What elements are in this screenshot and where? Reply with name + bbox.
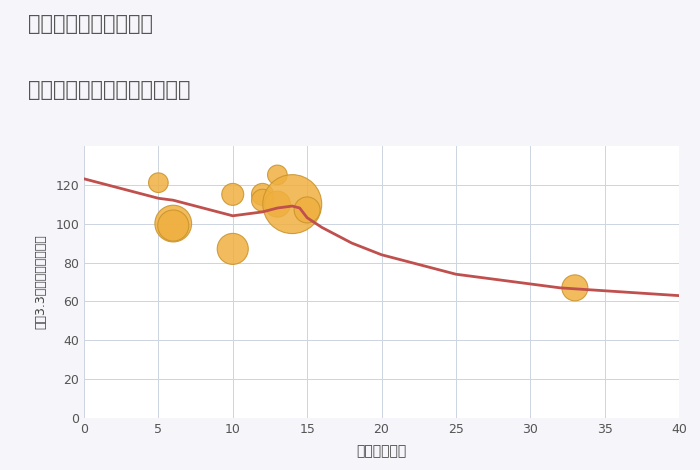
Point <box>302 206 313 214</box>
Point <box>227 245 238 253</box>
Point <box>227 191 238 198</box>
Point <box>272 200 283 208</box>
Text: 築年数別中古マンション価格: 築年数別中古マンション価格 <box>28 80 190 100</box>
Point <box>287 200 298 208</box>
X-axis label: 築年数（年）: 築年数（年） <box>356 445 407 459</box>
Point <box>257 191 268 198</box>
Point <box>153 179 164 187</box>
Point <box>569 284 580 291</box>
Point <box>168 220 179 227</box>
Point <box>257 196 268 204</box>
Y-axis label: 坪（3.3㎡）単価（万円）: 坪（3.3㎡）単価（万円） <box>34 235 47 329</box>
Text: 兵庫県尼崎市崇徳院の: 兵庫県尼崎市崇徳院の <box>28 14 153 34</box>
Point <box>272 171 283 179</box>
Point <box>168 222 179 229</box>
